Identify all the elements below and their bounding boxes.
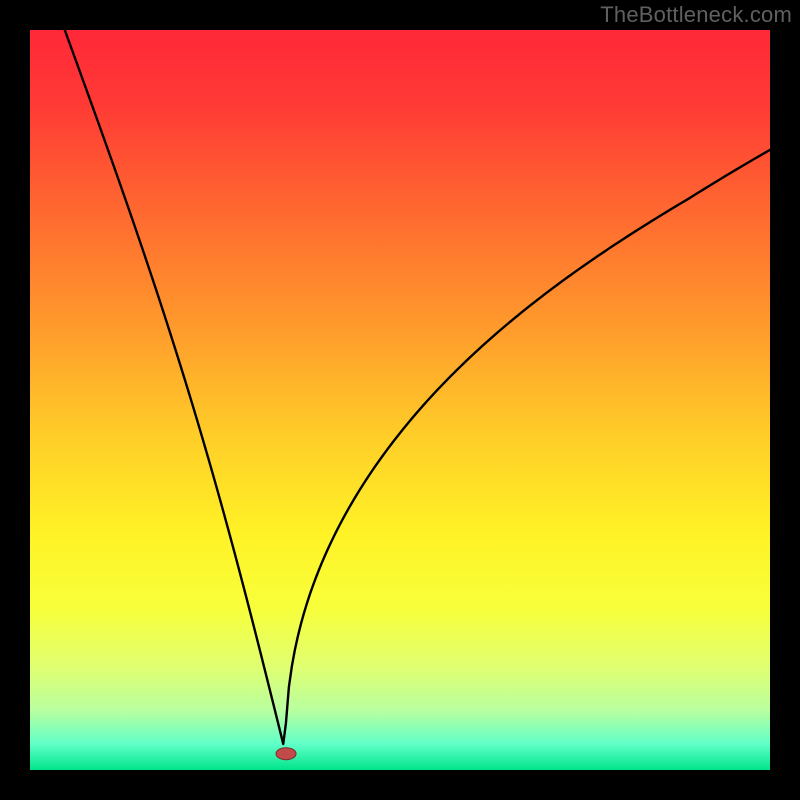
plot-background [30, 30, 770, 770]
chart-container: { "watermark": { "text": "TheBottleneck.… [0, 0, 800, 800]
optimal-point-marker [276, 748, 296, 760]
bottleneck-chart [0, 0, 800, 800]
watermark-text: TheBottleneck.com [600, 2, 792, 28]
